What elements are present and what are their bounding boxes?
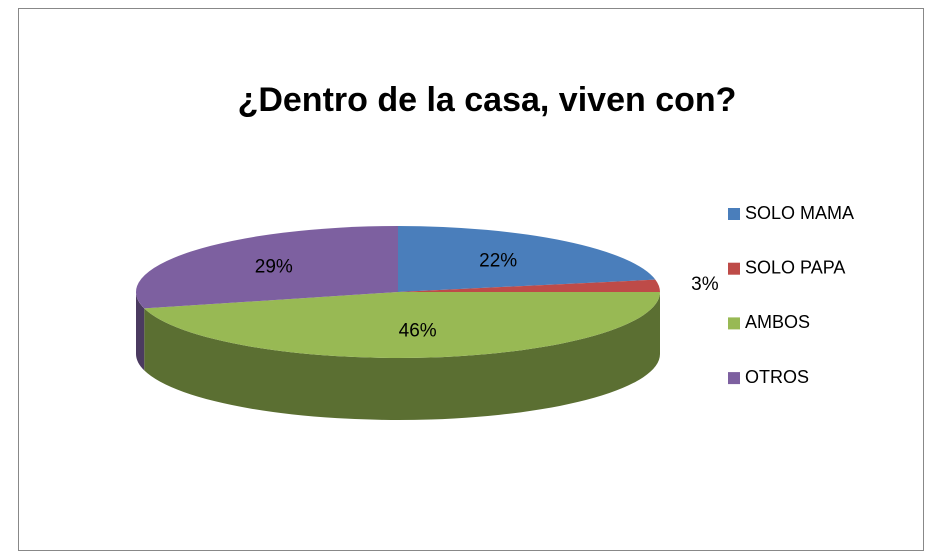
legend-swatch xyxy=(728,372,740,385)
slice-side xyxy=(144,292,661,420)
slice xyxy=(136,226,399,309)
legend-label: SOLO PAPA xyxy=(745,257,845,277)
slice xyxy=(398,226,656,292)
slice-side xyxy=(136,292,145,371)
legend-label: OTROS xyxy=(745,367,809,387)
chart-title: ¿Dentro de la casa, viven con? xyxy=(238,81,737,119)
legend-label: AMBOS xyxy=(745,312,810,332)
legend-swatch xyxy=(728,317,740,330)
data-label: 22% xyxy=(479,251,517,272)
slice xyxy=(398,279,660,292)
slice xyxy=(144,292,661,358)
legend-label: SOLO MAMA xyxy=(745,203,854,223)
data-label: 29% xyxy=(255,257,293,278)
data-label: 3% xyxy=(691,274,719,295)
data-label: 46% xyxy=(399,320,437,341)
legend-swatch xyxy=(728,208,740,220)
legend-swatch xyxy=(728,262,740,275)
